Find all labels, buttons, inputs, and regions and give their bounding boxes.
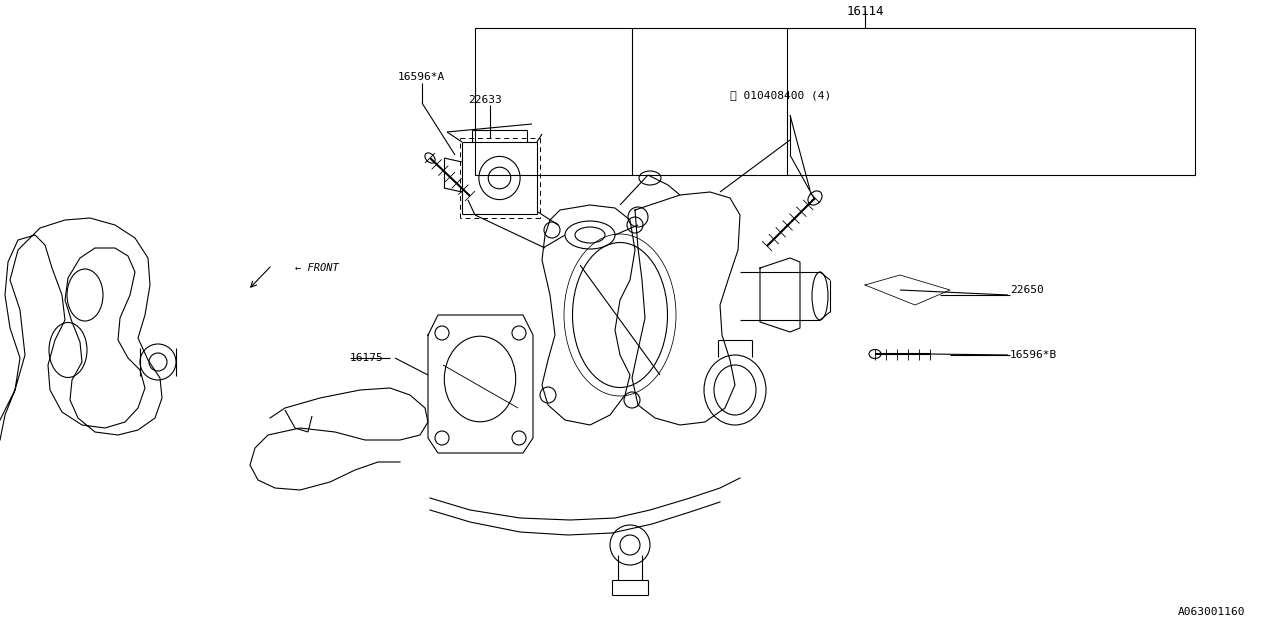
Text: 16114: 16114 [846, 5, 883, 18]
Text: 22633: 22633 [468, 95, 502, 105]
Text: A063001160: A063001160 [1178, 607, 1245, 617]
Text: 16596*A: 16596*A [398, 72, 445, 82]
Text: Ⓐ 010408400 (4): Ⓐ 010408400 (4) [730, 90, 831, 100]
Bar [475, 28, 1196, 175]
Text: 22650: 22650 [1010, 285, 1043, 295]
Text: ← FRONT: ← FRONT [294, 263, 339, 273]
Text: 16175: 16175 [349, 353, 384, 363]
Text: 16596*B: 16596*B [1010, 350, 1057, 360]
